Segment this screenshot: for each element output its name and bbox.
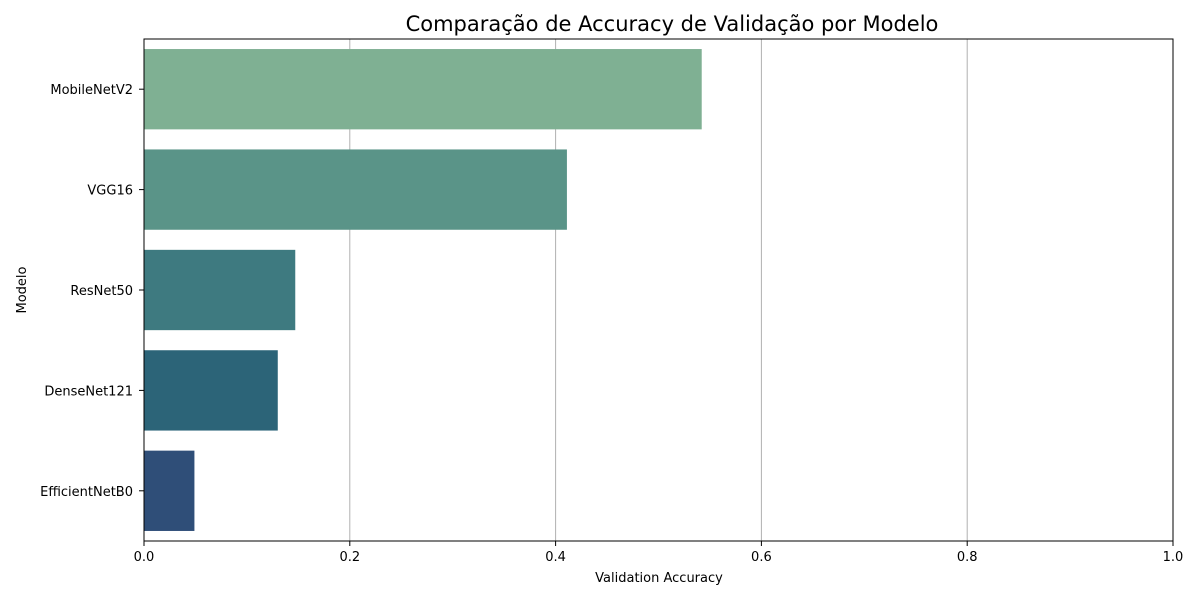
x-tick-label: 0.8 — [957, 550, 978, 565]
x-tick-label: 0.6 — [751, 550, 772, 565]
bars — [144, 49, 702, 531]
bar-resnet50 — [144, 249, 296, 331]
x-tick-label: 0.0 — [134, 550, 155, 565]
x-tick-label: 0.4 — [545, 550, 566, 565]
x-axis-label: Validation Accuracy — [595, 571, 723, 586]
bar-vgg16 — [144, 149, 567, 230]
y-tick-label: DenseNet121 — [44, 384, 133, 399]
chart-title: Comparação de Accuracy de Validação por … — [406, 12, 939, 36]
y-axis: MobileNetV2 VGG16 ResNet50 DenseNet121 Effic… — [40, 83, 144, 500]
bar-densenet121 — [144, 350, 278, 431]
y-tick-label: VGG16 — [87, 184, 133, 199]
y-tick-label: MobileNetV2 — [50, 83, 133, 98]
bar-efficientnetb0 — [144, 450, 195, 531]
y-tick-label: EfficientNetB0 — [40, 485, 133, 500]
x-axis: 0.0 0.2 0.4 0.6 0.8 1.0 — [134, 541, 1184, 565]
x-tick-label: 1.0 — [1163, 550, 1184, 565]
y-axis-label: Modelo — [15, 266, 30, 313]
y-tick-label: ResNet50 — [70, 284, 133, 299]
x-tick-label: 0.2 — [339, 550, 360, 565]
bar-mobilenetv2 — [144, 49, 702, 130]
